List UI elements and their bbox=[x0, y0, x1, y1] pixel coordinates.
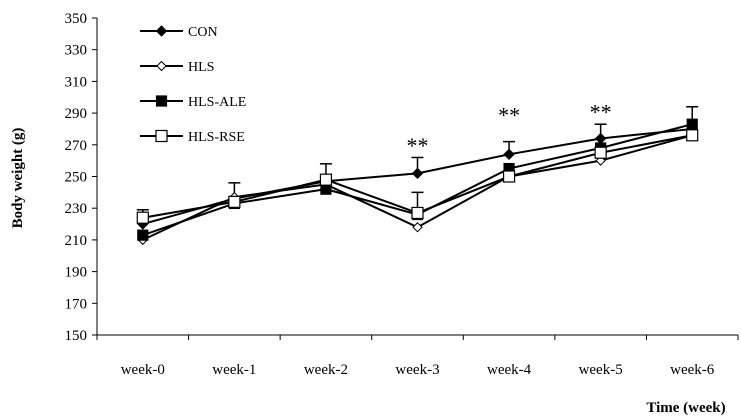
data-point bbox=[594, 146, 607, 159]
y-tick-label: 230 bbox=[65, 201, 88, 217]
data-point bbox=[228, 195, 241, 208]
x-tick-label: week-2 bbox=[304, 362, 348, 378]
legend-marker bbox=[155, 25, 168, 37]
x-axis: week-0 week-1 week-2 week-3 week-4 week-5 week… bbox=[96, 334, 739, 378]
y-tick-label: 350 bbox=[65, 11, 88, 27]
x-tick-label: week-0 bbox=[121, 362, 165, 378]
data-point bbox=[503, 148, 515, 161]
x-axis-label: Time (week) bbox=[646, 400, 725, 416]
y-tick-label: 170 bbox=[65, 296, 88, 312]
x-tick-label: week-1 bbox=[212, 362, 256, 378]
legend-marker bbox=[155, 95, 168, 107]
data-point bbox=[412, 222, 423, 233]
significance-marker: ** bbox=[498, 103, 520, 128]
legend-item-hls: HLS bbox=[140, 60, 214, 75]
x-tick-label: week-3 bbox=[395, 362, 439, 378]
plot-area: ** ** ** bbox=[136, 100, 699, 246]
legend-item-hls-ale: HLS-ALE bbox=[140, 95, 246, 110]
legend-item-hls-rse: HLS-RSE bbox=[140, 129, 245, 145]
data-point bbox=[686, 118, 698, 130]
legend-label: HLS-RSE bbox=[188, 130, 245, 145]
x-tick-label: week-6 bbox=[670, 362, 715, 378]
significance-marker: ** bbox=[407, 133, 429, 158]
legend-label: HLS bbox=[188, 60, 214, 75]
legend-marker bbox=[155, 129, 168, 143]
significance-marker: ** bbox=[590, 100, 612, 125]
data-point bbox=[319, 173, 333, 186]
y-tick-label: 270 bbox=[65, 138, 88, 154]
data-point bbox=[502, 170, 516, 183]
data-point bbox=[411, 167, 424, 180]
data-point bbox=[594, 132, 607, 145]
y-tick-label: 290 bbox=[65, 106, 88, 122]
legend-item-con: CON bbox=[140, 25, 218, 40]
y-axis-label: Body weight (g) bbox=[10, 128, 26, 229]
y-tick-label: 150 bbox=[65, 328, 88, 344]
y-tick-label: 190 bbox=[65, 265, 88, 281]
series-markers-hls-rse bbox=[136, 129, 699, 224]
y-tick-label: 250 bbox=[65, 170, 88, 186]
y-tick-label: 330 bbox=[65, 43, 88, 59]
data-point bbox=[411, 206, 424, 220]
legend: CON HLS HLS-ALE HLS-RSE bbox=[140, 25, 246, 145]
y-tick-label: 310 bbox=[65, 74, 88, 90]
y-tick-label: 210 bbox=[65, 233, 88, 249]
data-point bbox=[137, 229, 149, 241]
legend-label: HLS-ALE bbox=[188, 95, 246, 110]
y-axis: 150 170 190 210 230 250 270 290 310 330 350 bbox=[65, 11, 98, 344]
legend-label: CON bbox=[188, 25, 218, 40]
legend-marker bbox=[156, 60, 167, 72]
x-tick-label: week-4 bbox=[487, 362, 532, 378]
data-point bbox=[686, 129, 699, 142]
data-point bbox=[136, 211, 149, 224]
x-tick-label: week-5 bbox=[579, 362, 623, 378]
